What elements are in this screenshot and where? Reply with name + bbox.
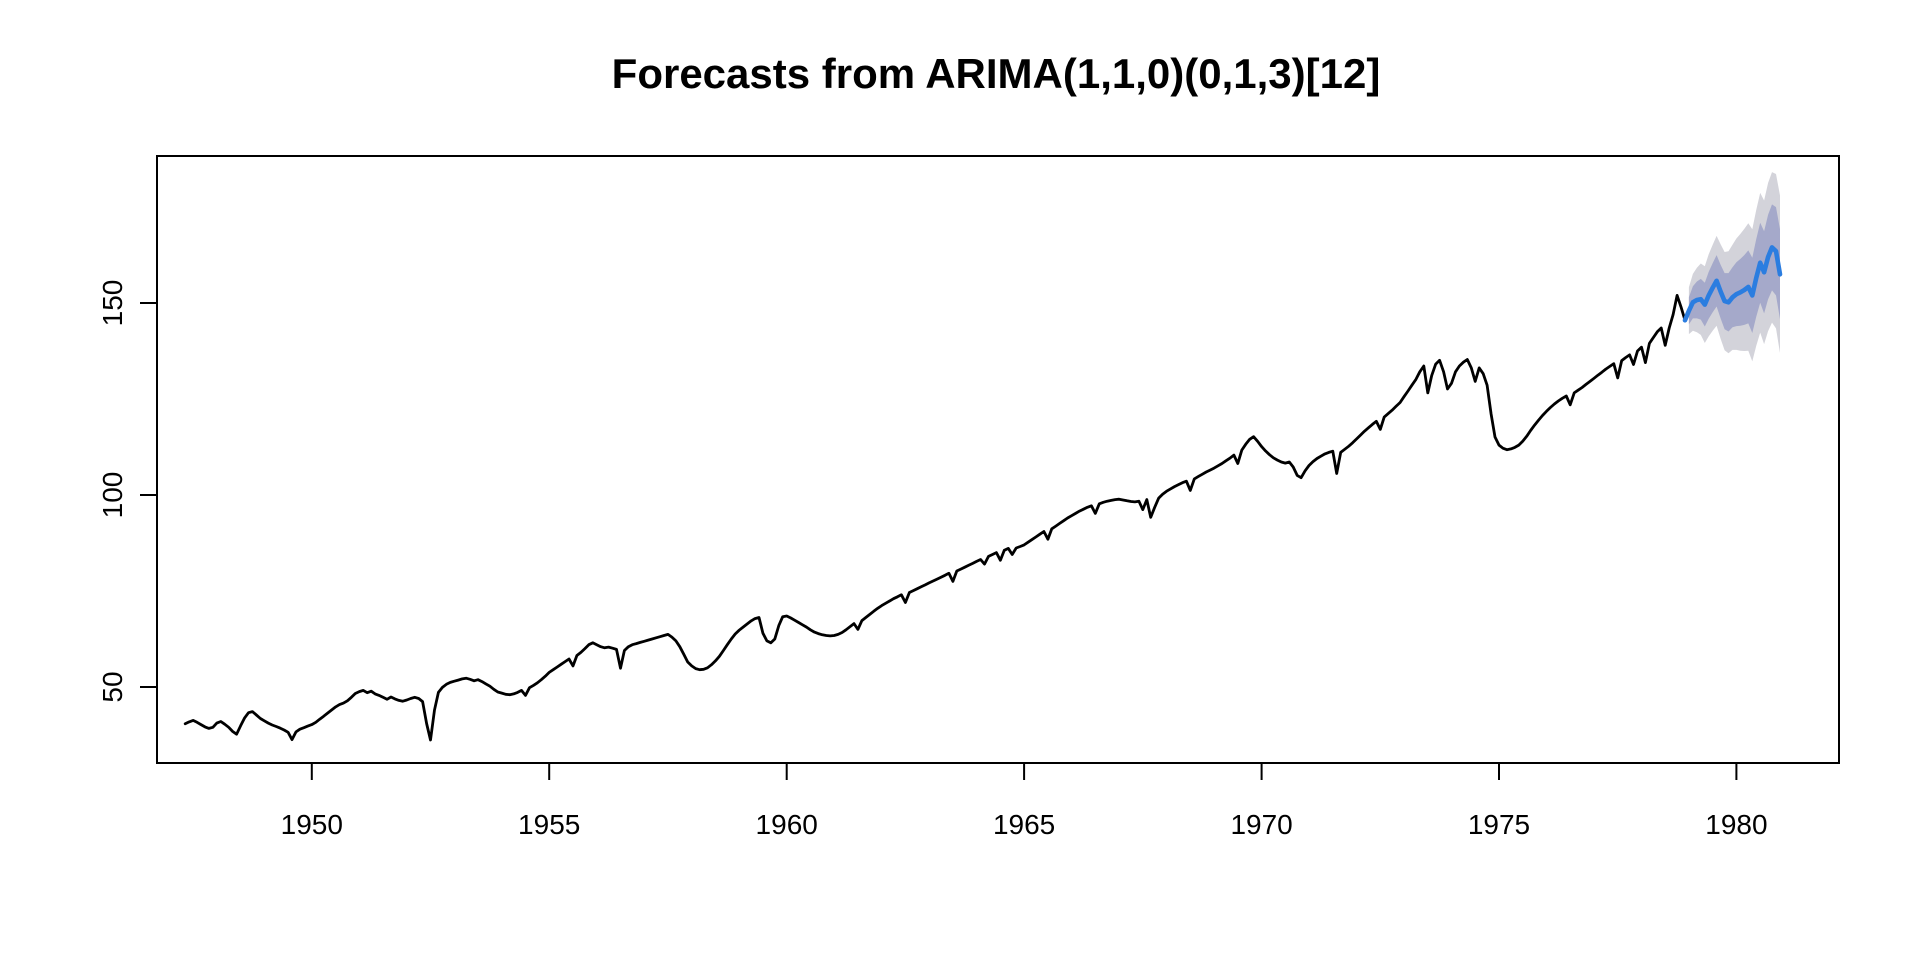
observed-line [183, 293, 1687, 742]
x-tick-label: 1950 [281, 809, 343, 840]
confidence-bands [1688, 172, 1780, 362]
y-tick-label: 100 [97, 472, 128, 519]
plot-box [156, 155, 1840, 764]
forecast-mean-line [1682, 245, 1783, 323]
x-axis: 1950 1955 1960 1965 1970 1975 1980 [281, 763, 1768, 840]
chart-title: Forecasts from ARIMA(1,1,0)(0,1,3)[12] [612, 50, 1381, 97]
x-tick-label: 1965 [993, 809, 1055, 840]
y-tick-label: 150 [97, 280, 128, 327]
y-axis: 50 100 150 [97, 280, 157, 703]
x-tick-label: 1955 [518, 809, 580, 840]
y-tick-label: 50 [97, 671, 128, 702]
interval-band-80 [1688, 204, 1780, 333]
x-tick-label: 1960 [756, 809, 818, 840]
x-tick-label: 1970 [1230, 809, 1292, 840]
series-lines [183, 245, 1783, 742]
x-tick-label: 1980 [1705, 809, 1767, 840]
x-tick-label: 1975 [1468, 809, 1530, 840]
